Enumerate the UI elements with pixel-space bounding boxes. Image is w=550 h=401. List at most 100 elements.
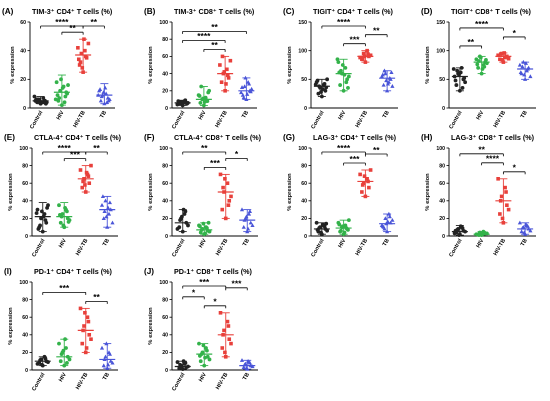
data-point: [463, 80, 468, 85]
y-tick-label: 0: [442, 106, 445, 112]
series-hiv: [195, 84, 212, 108]
data-point: [221, 185, 225, 190]
data-point: [218, 172, 223, 177]
series-hiv-tb: [75, 37, 92, 74]
y-tick-label: 0: [304, 234, 307, 240]
data-point: [106, 211, 112, 216]
data-point: [32, 94, 37, 99]
data-point: [57, 341, 61, 346]
data-point: [380, 72, 385, 77]
series-tb: [517, 59, 534, 81]
data-point: [499, 194, 504, 199]
data-point: [241, 365, 246, 369]
y-tick-label: 20: [162, 89, 168, 95]
data-point: [62, 100, 67, 105]
significance-stars: ***: [232, 279, 243, 289]
y-tick-label: 60: [22, 315, 28, 321]
data-point: [239, 358, 245, 362]
y-tick-label: 80: [162, 37, 168, 43]
y-tick-label: 0: [165, 234, 168, 240]
data-point: [104, 91, 109, 96]
significance-stars: ***: [59, 283, 70, 293]
data-point: [186, 223, 190, 228]
series-hiv-tb: [357, 48, 374, 64]
data-point: [54, 80, 59, 85]
data-point: [99, 94, 104, 99]
data-point: [83, 48, 87, 53]
significance-stars: *: [213, 297, 217, 307]
y-tick-label: 100: [298, 146, 307, 152]
series-control: [451, 224, 468, 238]
series-hiv: [473, 54, 490, 76]
y-tick-label: 60: [162, 54, 168, 60]
data-point: [197, 341, 201, 346]
data-point: [241, 95, 246, 100]
data-point: [81, 179, 85, 184]
category-label: HIV-TB: [214, 110, 228, 129]
data-point: [518, 70, 523, 75]
data-point: [500, 216, 505, 221]
y-tick-label: 100: [159, 280, 168, 286]
data-point: [175, 360, 180, 364]
data-point: [451, 67, 456, 71]
y-axis-label: % expression: [8, 173, 14, 211]
data-point: [207, 229, 212, 234]
series-control: [34, 202, 51, 234]
series-tb: [96, 83, 113, 106]
data-point: [484, 57, 488, 62]
panel-title: LAG-3⁺ CD4⁺ T cells (%): [313, 133, 397, 142]
data-point: [384, 78, 389, 83]
data-point: [206, 90, 211, 95]
data-point: [57, 203, 61, 208]
data-point: [245, 92, 250, 96]
data-point: [239, 207, 245, 212]
y-axis-label: % expression: [287, 46, 293, 84]
data-point: [383, 216, 388, 220]
data-point: [222, 70, 227, 74]
data-point: [110, 220, 115, 225]
data-point: [344, 80, 349, 85]
data-point: [223, 350, 227, 355]
series-hiv-tb: [495, 177, 512, 225]
significance-stars: *: [192, 288, 196, 298]
data-point: [107, 200, 113, 205]
data-point: [219, 80, 224, 84]
panel-label: (B): [144, 7, 156, 16]
series-hiv-tb: [77, 163, 94, 194]
data-point: [500, 58, 505, 62]
y-tick-label: 20: [439, 216, 445, 222]
y-tick-label: 40: [22, 199, 28, 205]
data-point: [58, 212, 62, 217]
y-tick-label: 80: [22, 297, 28, 303]
data-point: [105, 362, 111, 367]
y-tick-label: 100: [436, 48, 445, 54]
significance-stars: **: [93, 143, 100, 153]
data-point: [80, 341, 85, 346]
data-point: [222, 328, 226, 333]
category-label: TB: [242, 372, 251, 381]
data-point: [99, 203, 105, 207]
series-control: [174, 98, 191, 108]
y-tick-label: 80: [22, 163, 28, 169]
data-point: [337, 222, 342, 227]
data-point: [59, 352, 64, 357]
series-tb: [99, 194, 116, 229]
data-point: [103, 85, 108, 90]
data-point: [178, 362, 182, 367]
panel-d: (D) TIGIT⁺ CD8⁺ T cells (%) 0 50 100 150 % exp…: [421, 7, 536, 130]
panel-label: (J): [144, 267, 154, 276]
data-point: [78, 60, 83, 64]
data-point: [65, 361, 69, 365]
category-label: HIV: [56, 110, 66, 121]
data-point: [40, 209, 44, 214]
data-point: [225, 181, 230, 185]
series-hiv: [56, 337, 73, 368]
series-control: [174, 207, 191, 234]
series-hiv-tb: [495, 51, 512, 64]
panel-label: (H): [421, 133, 433, 142]
significance-stars: **: [93, 292, 100, 302]
data-point: [89, 337, 93, 341]
data-point: [38, 223, 42, 228]
y-tick-label: 50: [439, 77, 445, 83]
data-point: [84, 346, 89, 350]
